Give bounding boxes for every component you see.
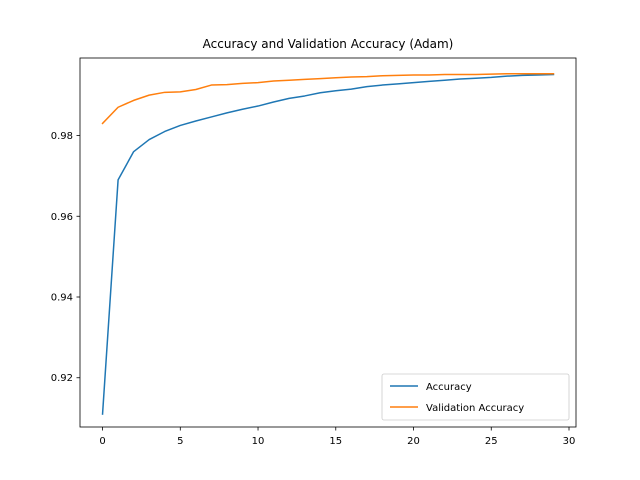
legend-box: [381, 373, 570, 421]
y-axis: 0.92 0.94 0.96 0.98: [51, 131, 80, 384]
y-tick-label: 0.98: [51, 131, 73, 142]
x-tick-label: 15: [329, 436, 342, 447]
series-lines: [101, 73, 555, 415]
x-tick-label: 20: [407, 436, 420, 447]
legend-label-validation-accuracy: Validation Accuracy: [426, 403, 524, 414]
x-tick-label: 5: [177, 436, 183, 447]
axes-frame: [79, 57, 577, 428]
legend-label-accuracy: Accuracy: [426, 382, 472, 393]
x-tick-label: 30: [563, 436, 576, 447]
x-tick-label: 10: [252, 436, 265, 447]
x-tick-label: 25: [485, 436, 498, 447]
x-axis: 0 5 10 15 20 25 30: [99, 427, 575, 447]
y-tick-label: 0.96: [51, 212, 73, 223]
y-tick-label: 0.94: [51, 293, 73, 304]
chart-title: Accuracy and Validation Accuracy (Adam): [203, 37, 454, 51]
x-tick-label: 0: [99, 436, 105, 447]
series-line-validation-accuracy: [101, 73, 555, 125]
y-tick-label: 0.92: [51, 373, 73, 384]
plot-area: [79, 57, 577, 428]
series-line-accuracy: [101, 73, 555, 415]
legend: Accuracy Validation Accuracy: [381, 373, 570, 421]
